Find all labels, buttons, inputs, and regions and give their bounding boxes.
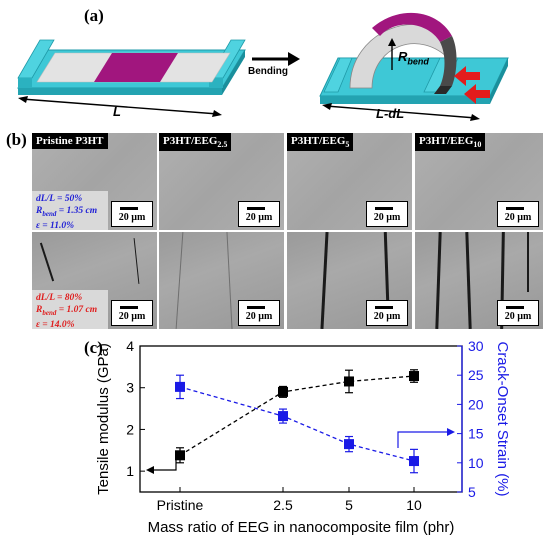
bent-length-label: L-dL [376, 106, 405, 121]
sem-image-eeg10-row1: P3HT/EEG10 20 µm [415, 133, 543, 230]
radius-label-main: R [398, 49, 408, 64]
y-axis-label-left: Tensile modulus (GPa) [95, 343, 112, 495]
scale-bar: 20 µm [497, 201, 539, 227]
strain-text: dL/L = 80% [36, 293, 83, 303]
scale-bar: 20 µm [497, 300, 539, 326]
sem-image-pristine-row1: Pristine P3HT dL/L = 50% Rbend = 1.35 cm… [32, 133, 157, 230]
crack [383, 232, 390, 303]
strain-text: dL/L = 50% [36, 194, 83, 204]
sem-image-eeg5-row2: 20 µm [287, 232, 412, 329]
data-point [344, 376, 354, 387]
right-tick-label: 25 [468, 367, 484, 383]
strain-info-row1: dL/L = 50% Rbend = 1.35 cm ε = 11.0% [32, 191, 108, 230]
flat-substrate-diagram [17, 39, 246, 117]
radius-label: Rbend [398, 49, 429, 67]
data-point [278, 411, 288, 422]
crack [133, 238, 140, 284]
bending-arrow [252, 52, 300, 66]
crack [175, 232, 184, 329]
y-axis-label-right: Crack-Onset Strain (%) [494, 341, 511, 496]
right-tick-label: 5 [468, 484, 476, 500]
strain-info-row2: dL/L = 80% Rbend = 1.07 cm ε = 14.0% [32, 290, 108, 329]
x-tick-label: Pristine [157, 497, 204, 513]
radius-text: Rbend = 1.35 cm [36, 206, 98, 218]
right-tick-label: 10 [468, 455, 484, 471]
crack [465, 232, 472, 329]
x-tick-label: 10 [406, 497, 422, 513]
right-tick-label: 15 [468, 426, 484, 442]
x-tick-label: 2.5 [273, 497, 293, 513]
data-point [344, 439, 354, 450]
data-point [175, 450, 185, 461]
length-label: L [113, 104, 121, 119]
radius-label-sub: bend [407, 56, 429, 67]
right-axis-indicator [397, 431, 450, 448]
sem-title-pristine: Pristine P3HT [32, 133, 108, 149]
schematic-figure [17, 12, 509, 121]
eps-text: ε = 11.0% [36, 220, 75, 230]
left-axis-indicator [150, 452, 177, 471]
sem-title-main: Pristine P3HT [36, 135, 104, 147]
radius-text: Rbend = 1.07 cm [36, 305, 98, 317]
scale-bar: 20 µm [366, 201, 408, 227]
data-point [278, 386, 288, 397]
crack [435, 232, 442, 329]
panel-a-label: (a) [84, 6, 104, 25]
data-point [409, 456, 419, 467]
crack [527, 232, 529, 292]
right-tick-label: 20 [468, 396, 484, 412]
left-tick-label: 4 [126, 338, 134, 354]
series-line-1 [179, 386, 415, 462]
sem-title-eeg5: P3HT/EEG5 [287, 133, 354, 152]
left-tick-label: 2 [126, 421, 134, 437]
crack [39, 242, 55, 282]
sem-title-eeg2p5: P3HT/EEG2.5 [159, 133, 232, 152]
left-axis-arrowhead [146, 466, 154, 474]
data-point [409, 371, 419, 382]
series-line-0 [179, 375, 415, 456]
panel-b-label: (b) [6, 130, 27, 149]
scale-bar: 20 µm [111, 201, 153, 227]
x-tick-label: 5 [345, 497, 353, 513]
left-tick-label: 3 [126, 380, 134, 396]
sem-image-eeg2p5-row1: P3HT/EEG2.5 20 µm [159, 133, 284, 230]
bending-label: Bending [248, 66, 288, 77]
x-axis-label: Mass ratio of EEG in nanocomposite film … [148, 519, 455, 536]
right-axis-arrowhead [447, 428, 455, 436]
bent-substrate-diagram [319, 12, 509, 121]
scale-bar: 20 µm [238, 300, 280, 326]
scale-bar: 20 µm [238, 201, 280, 227]
sem-image-eeg5-row1: P3HT/EEG5 20 µm [287, 133, 412, 230]
sem-image-eeg2p5-row2: 20 µm [159, 232, 284, 329]
left-tick-label: 1 [126, 463, 134, 479]
data-point [175, 381, 185, 392]
scale-bar: 20 µm [366, 300, 408, 326]
sem-image-eeg10-row2: 20 µm [415, 232, 543, 329]
eps-text: ε = 14.0% [36, 319, 75, 329]
panel-c-label: (c) [84, 338, 103, 357]
crack [226, 232, 233, 329]
chart-plot: 1 2 3 4 5 10 15 20 25 30 Pristine 2.5 5 10 Mass ratio … [95, 338, 511, 536]
crack [320, 232, 329, 329]
scale-bar: 20 µm [111, 300, 153, 326]
sem-image-pristine-row2: dL/L = 80% Rbend = 1.07 cm ε = 14.0% 20 … [32, 232, 157, 329]
right-tick-label: 30 [468, 338, 484, 354]
sem-title-eeg10: P3HT/EEG10 [415, 133, 486, 152]
